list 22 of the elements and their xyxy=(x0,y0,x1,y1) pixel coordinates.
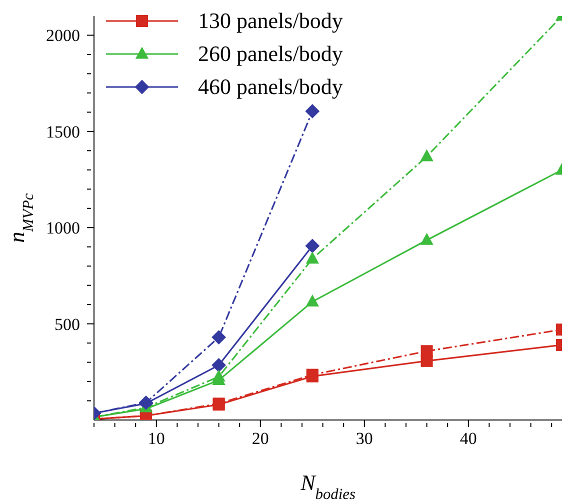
legend-label: 460 panels/body xyxy=(198,74,343,100)
x-axis-title: N$_{bodies}$ xyxy=(300,470,356,502)
y-tick-label: 1500 xyxy=(46,122,80,142)
point xyxy=(420,149,434,162)
point xyxy=(212,330,226,344)
point xyxy=(305,238,320,254)
x-tick-label: 10 xyxy=(148,429,165,448)
point xyxy=(420,345,433,358)
y-tick-label: 1000 xyxy=(46,218,80,238)
point xyxy=(306,294,319,306)
point xyxy=(212,370,226,382)
y-tick-label: 500 xyxy=(54,314,80,334)
legend-label: 130 panels/body xyxy=(198,8,343,34)
point xyxy=(420,232,434,245)
x-tick-label: 20 xyxy=(252,429,269,448)
legend-label: 260 panels/body xyxy=(198,40,343,66)
point xyxy=(306,252,319,264)
x-tick-label: 30 xyxy=(356,429,373,448)
point xyxy=(212,358,226,372)
y-tick-label: 2000 xyxy=(46,26,80,46)
point xyxy=(305,104,320,118)
x-tick-label: 40 xyxy=(460,429,477,448)
